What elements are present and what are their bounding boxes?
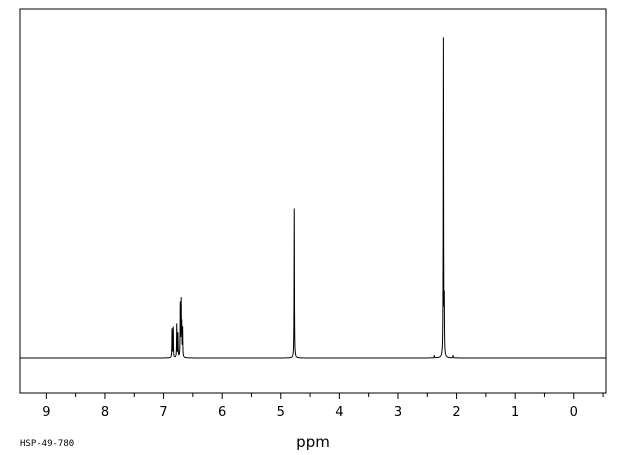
tick-label-7: 7 — [159, 405, 167, 420]
tick-label-0: 0 — [570, 405, 578, 420]
spectrum-code-label: HSP-49-780 — [20, 439, 74, 449]
tick-label-6: 6 — [218, 405, 226, 420]
tick-label-9: 9 — [42, 405, 50, 420]
plot-frame — [19, 8, 607, 394]
x-axis-ticks — [45, 393, 604, 399]
tick-label-5: 5 — [277, 405, 285, 420]
x-axis-label: ppm — [296, 433, 330, 451]
spectrum-trace — [20, 37, 606, 359]
x-axis-tick-labels: 9 8 7 6 5 4 3 2 1 0 — [42, 405, 578, 420]
tick-label-8: 8 — [101, 405, 109, 420]
tick-label-2: 2 — [452, 405, 460, 420]
tick-label-4: 4 — [335, 405, 343, 420]
tick-label-3: 3 — [394, 405, 402, 420]
tick-label-1: 1 — [511, 405, 519, 420]
